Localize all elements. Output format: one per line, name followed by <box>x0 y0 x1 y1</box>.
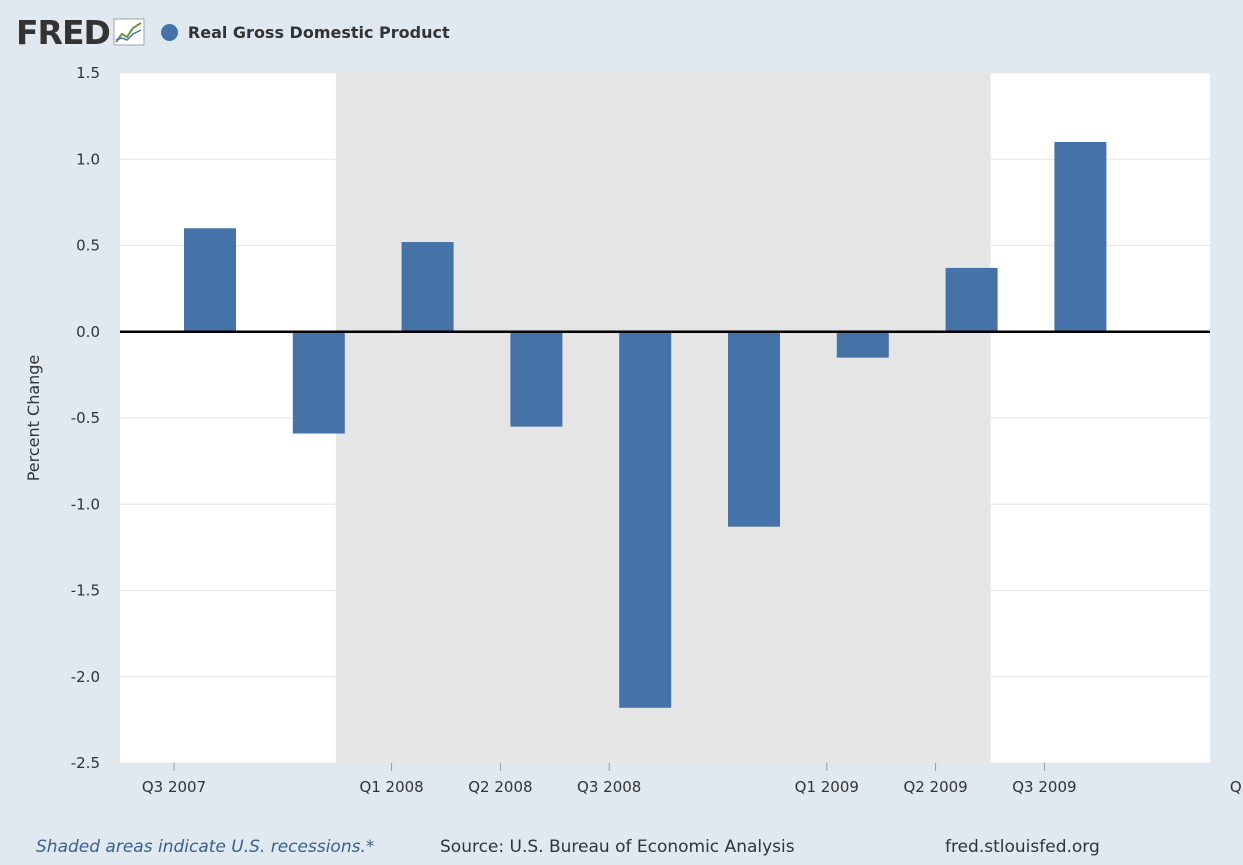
y-tick-label: 0.5 <box>76 237 100 255</box>
bar-q4-2007[interactable] <box>292 331 345 434</box>
fred-logo[interactable]: FRED <box>16 16 145 49</box>
bar-q2-2008[interactable] <box>510 331 563 427</box>
legend-series-label: Real Gross Domestic Product <box>187 22 450 42</box>
bar-q4-2008[interactable] <box>728 331 780 527</box>
y-tick-label: -1.5 <box>71 582 100 600</box>
x-tick-label: Q1 2010 <box>1230 778 1243 796</box>
bar-q1-2009[interactable] <box>836 331 889 358</box>
fred-url-link[interactable]: fred.stlouisfed.org <box>945 837 1100 857</box>
y-tick-label: -2.0 <box>71 668 100 686</box>
chart-header: FRED Real Gross Domestic Product <box>16 12 450 52</box>
bar-chart: -2.5 -2.0 -1.5 -1.0 -0.5 0.0 0.5 1.0 1.5 Q3 2007… <box>24 64 1243 796</box>
line-graph-icon <box>113 18 145 46</box>
y-tick-label: 1.5 <box>76 64 100 82</box>
y-tick-label: 0.0 <box>76 323 100 341</box>
bar-q3-2008[interactable] <box>619 331 672 708</box>
fred-wordmark: FRED <box>16 12 111 52</box>
x-tick-label: Q1 2009 <box>795 778 859 796</box>
bar-q3-2009[interactable] <box>1054 142 1107 332</box>
x-tick-label: Q2 2008 <box>468 778 532 796</box>
y-tick-label: -2.5 <box>71 754 100 772</box>
x-tick-label: Q2 2009 <box>903 778 967 796</box>
x-tick-label: Q3 2009 <box>1012 778 1076 796</box>
y-tick-label: -1.0 <box>71 495 100 513</box>
chart-legend: Real Gross Domestic Product <box>160 22 450 42</box>
x-tick-label: Q3 2007 <box>142 778 206 796</box>
source-text: Source: U.S. Bureau of Economic Analysis <box>440 837 795 857</box>
y-tick-label: 1.0 <box>76 150 100 168</box>
bar-q2-2009[interactable] <box>945 267 998 332</box>
bar-q3-2007[interactable] <box>184 228 236 332</box>
x-tick-label: Q3 2008 <box>577 778 641 796</box>
y-axis-label: Percent Change <box>24 355 43 482</box>
legend-marker <box>160 23 178 41</box>
recession-note-link[interactable]: Shaded areas indicate U.S. recessions.* <box>36 837 375 857</box>
bar-q1-2008[interactable] <box>401 242 454 332</box>
x-tick-label: Q1 2008 <box>359 778 423 796</box>
y-tick-label: -0.5 <box>71 409 100 427</box>
